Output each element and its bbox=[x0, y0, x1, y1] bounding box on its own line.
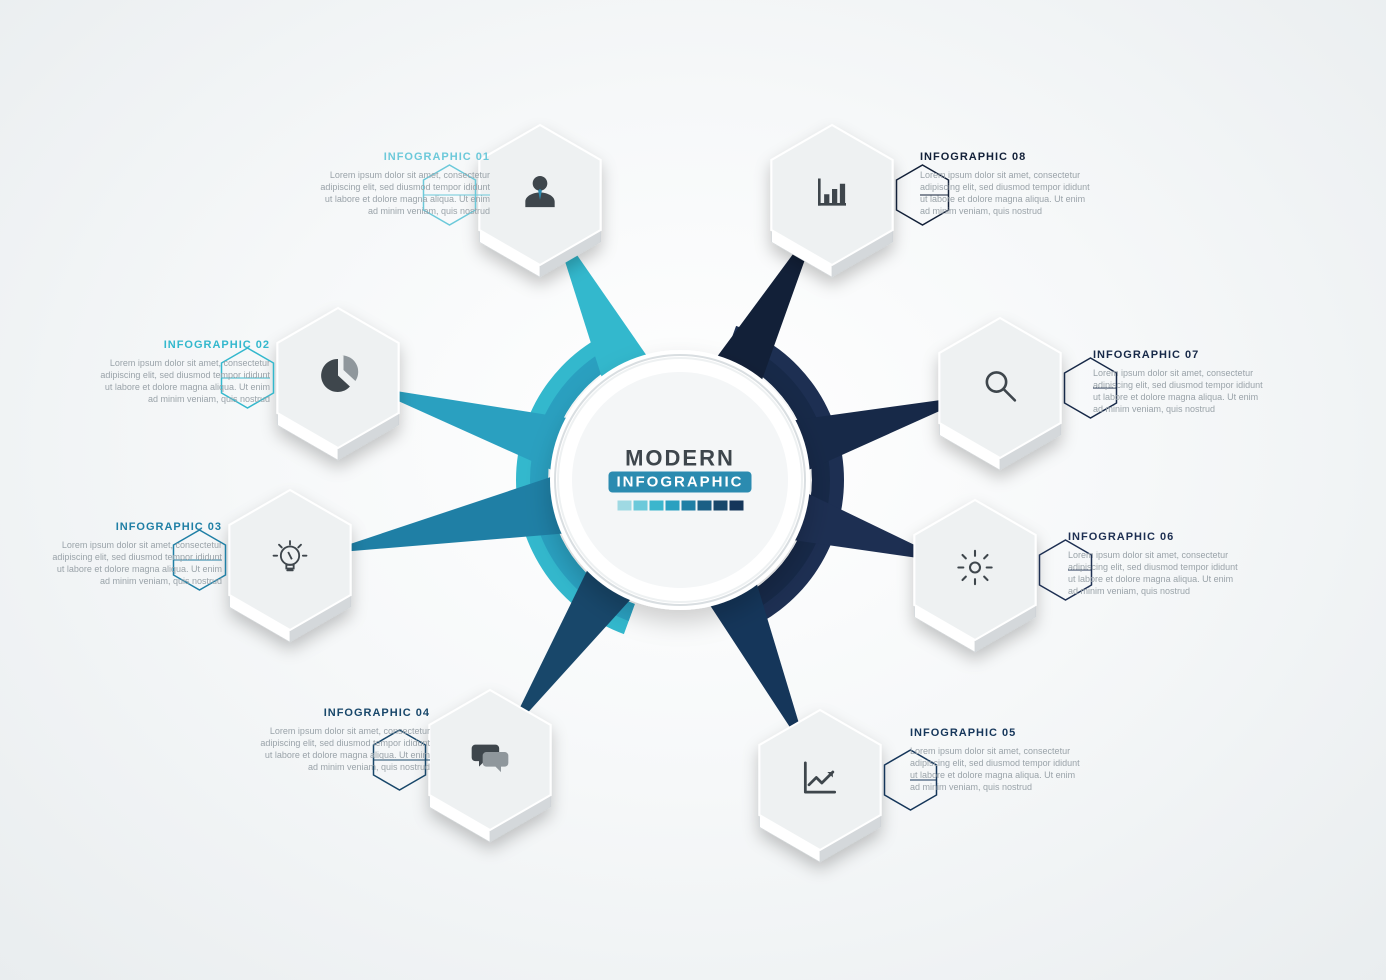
note-title-02: INFOGRAPHIC 02 bbox=[100, 338, 270, 353]
note-title-06: INFOGRAPHIC 06 bbox=[1068, 530, 1238, 545]
note-body-08: Lorem ipsum dolor sit amet, consectetur … bbox=[920, 169, 1090, 218]
note-05: INFOGRAPHIC 05 Lorem ipsum dolor sit amet… bbox=[910, 726, 1080, 793]
note-body-04: Lorem ipsum dolor sit amet, consectetur … bbox=[260, 725, 430, 774]
note-02: INFOGRAPHIC 02 Lorem ipsum dolor sit amet… bbox=[100, 338, 270, 405]
hex-01 bbox=[479, 125, 600, 277]
note-title-01: INFOGRAPHIC 01 bbox=[320, 150, 490, 165]
note-body-07: Lorem ipsum dolor sit amet, consectetur … bbox=[1093, 367, 1263, 416]
note-title-03: INFOGRAPHIC 03 bbox=[52, 520, 222, 535]
note-body-01: Lorem ipsum dolor sit amet, consectetur … bbox=[320, 169, 490, 218]
note-body-03: Lorem ipsum dolor sit amet, consectetur … bbox=[52, 539, 222, 588]
note-08: INFOGRAPHIC 08 Lorem ipsum dolor sit amet… bbox=[920, 150, 1090, 217]
hex-02 bbox=[277, 308, 398, 460]
infographic-stage: MODERN INFOGRAPHIC INFOGRAPHIC 01Lorem i… bbox=[0, 0, 1386, 980]
note-07: INFOGRAPHIC 07 Lorem ipsum dolor sit amet… bbox=[1093, 348, 1263, 415]
note-01: INFOGRAPHIC 01 Lorem ipsum dolor sit amet… bbox=[320, 150, 490, 217]
center-circle-face bbox=[572, 372, 788, 588]
note-03: INFOGRAPHIC 03 Lorem ipsum dolor sit amet… bbox=[52, 520, 222, 587]
hex-08 bbox=[771, 125, 892, 277]
note-body-05: Lorem ipsum dolor sit amet, consectetur … bbox=[910, 745, 1080, 794]
hex-04 bbox=[429, 690, 550, 842]
hex-06 bbox=[914, 500, 1035, 652]
infographic-canvas bbox=[0, 0, 1386, 980]
note-title-04: INFOGRAPHIC 04 bbox=[260, 706, 430, 721]
hex-07 bbox=[939, 318, 1060, 470]
note-body-02: Lorem ipsum dolor sit amet, consectetur … bbox=[100, 357, 270, 406]
note-06: INFOGRAPHIC 06 Lorem ipsum dolor sit amet… bbox=[1068, 530, 1238, 597]
note-body-06: Lorem ipsum dolor sit amet, consectetur … bbox=[1068, 549, 1238, 598]
note-title-08: INFOGRAPHIC 08 bbox=[920, 150, 1090, 165]
note-title-07: INFOGRAPHIC 07 bbox=[1093, 348, 1263, 363]
hex-03 bbox=[229, 490, 350, 642]
note-04: INFOGRAPHIC 04 Lorem ipsum dolor sit amet… bbox=[260, 706, 430, 773]
hex-05 bbox=[759, 710, 880, 862]
note-title-05: INFOGRAPHIC 05 bbox=[910, 726, 1080, 741]
